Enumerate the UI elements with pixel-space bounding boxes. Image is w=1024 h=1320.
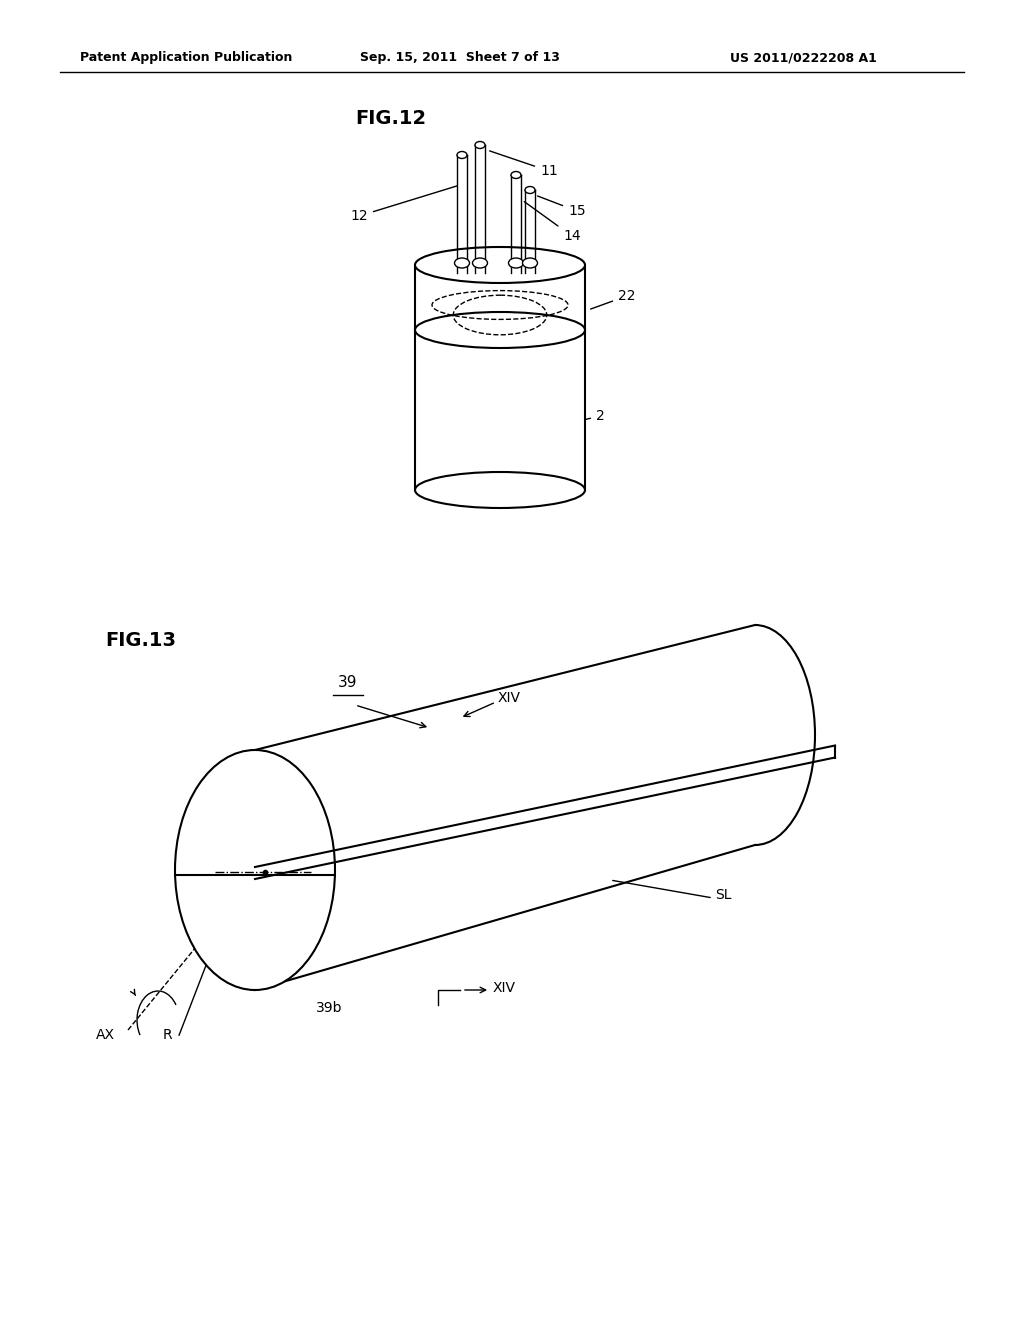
Text: FIG.13: FIG.13 bbox=[105, 631, 176, 649]
Ellipse shape bbox=[511, 172, 521, 178]
Text: SL: SL bbox=[715, 888, 731, 902]
Text: 22: 22 bbox=[591, 289, 636, 309]
Ellipse shape bbox=[472, 257, 487, 268]
Ellipse shape bbox=[522, 257, 538, 268]
Text: FIG.12: FIG.12 bbox=[355, 108, 426, 128]
Text: 14: 14 bbox=[524, 202, 581, 243]
Text: XIV: XIV bbox=[493, 981, 516, 995]
Ellipse shape bbox=[525, 186, 535, 194]
Ellipse shape bbox=[509, 257, 523, 268]
Text: 39b: 39b bbox=[316, 1001, 342, 1015]
Text: US 2011/0222208 A1: US 2011/0222208 A1 bbox=[730, 51, 877, 65]
Ellipse shape bbox=[415, 247, 585, 282]
Text: AX: AX bbox=[95, 1028, 115, 1041]
Text: 12: 12 bbox=[350, 186, 458, 223]
Text: XIV: XIV bbox=[498, 690, 521, 705]
Text: R: R bbox=[163, 1028, 173, 1041]
Text: Patent Application Publication: Patent Application Publication bbox=[80, 51, 293, 65]
Ellipse shape bbox=[475, 141, 485, 149]
Ellipse shape bbox=[415, 312, 585, 348]
Text: 15: 15 bbox=[538, 195, 586, 218]
Text: 11: 11 bbox=[489, 150, 558, 178]
Text: 39a: 39a bbox=[191, 803, 218, 817]
Text: Sep. 15, 2011  Sheet 7 of 13: Sep. 15, 2011 Sheet 7 of 13 bbox=[360, 51, 560, 65]
Text: 2: 2 bbox=[586, 409, 605, 422]
Ellipse shape bbox=[175, 750, 335, 990]
Text: 39: 39 bbox=[338, 675, 357, 690]
Ellipse shape bbox=[455, 257, 469, 268]
Ellipse shape bbox=[457, 152, 467, 158]
